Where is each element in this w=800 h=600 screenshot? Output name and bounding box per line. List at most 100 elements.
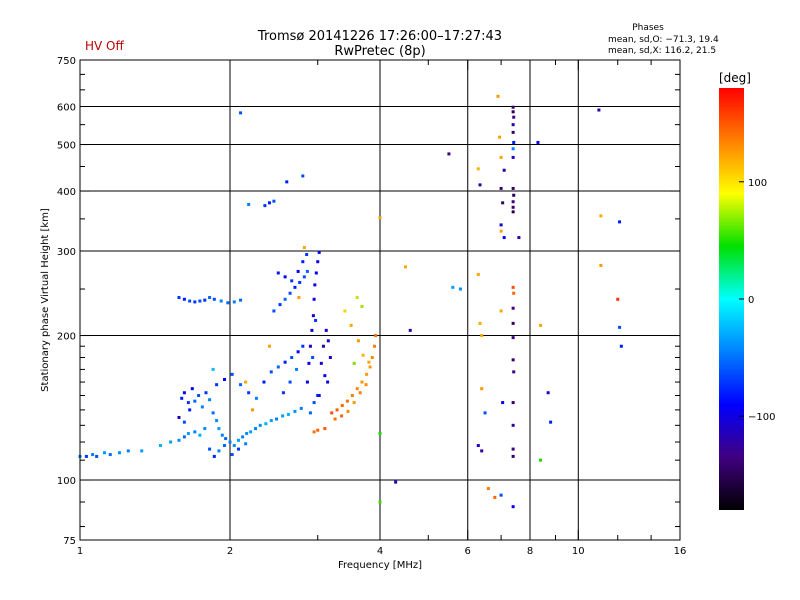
echo-point <box>140 449 144 453</box>
legend-o-stats: mean, sd,O: −71.3, 19.4 <box>608 35 719 45</box>
echo-point <box>288 380 292 384</box>
echo-point <box>511 285 515 289</box>
echo-point <box>236 438 240 442</box>
echo-point <box>182 435 186 439</box>
echo-point <box>290 279 294 283</box>
echo-point <box>358 391 362 395</box>
echo-point <box>499 223 503 227</box>
echo-point <box>483 411 487 415</box>
echo-point <box>295 367 299 371</box>
y-tick-label: 100 <box>57 476 76 487</box>
echo-point <box>511 505 515 509</box>
echo-point <box>512 193 516 197</box>
echo-point <box>365 372 369 376</box>
echo-point <box>367 360 371 364</box>
echo-point <box>511 447 515 451</box>
x-tick-label: 2 <box>227 546 233 557</box>
echo-point <box>193 430 197 434</box>
echo-point <box>223 444 227 448</box>
echo-point <box>103 451 107 455</box>
echo-point <box>197 394 201 398</box>
echo-point <box>326 380 330 384</box>
echo-point <box>493 495 497 499</box>
echo-point <box>502 168 506 172</box>
echo-point <box>208 447 212 451</box>
y-tick-label: 600 <box>57 103 76 114</box>
x-tick-label: 8 <box>527 546 533 557</box>
echo-point <box>249 430 253 434</box>
echo-point <box>305 269 309 273</box>
echo-point <box>245 432 249 436</box>
hv-off-status: HV Off <box>85 39 124 53</box>
echo-point <box>597 108 601 112</box>
echo-point <box>228 440 232 444</box>
echo-point <box>349 323 353 327</box>
echo-point <box>346 409 350 413</box>
x-tick-label: 1 <box>77 546 83 557</box>
echo-point <box>223 377 227 381</box>
echo-point <box>253 427 257 431</box>
legend-title: Phases <box>632 23 664 33</box>
echo-point <box>290 355 294 359</box>
echo-point <box>364 383 368 387</box>
echo-point <box>211 367 215 371</box>
echo-point <box>511 401 515 405</box>
echo-point <box>350 394 354 398</box>
echo-point <box>511 210 515 214</box>
echo-point <box>360 304 364 308</box>
echo-point <box>451 285 455 289</box>
echo-point <box>215 419 219 423</box>
echo-point <box>200 405 204 409</box>
echo-point <box>324 328 328 332</box>
echo-point <box>293 409 297 413</box>
echo-point <box>511 110 515 114</box>
colorbar-tick-label: 100 <box>748 178 767 189</box>
echo-point <box>501 201 505 205</box>
echo-point <box>517 236 521 240</box>
legend-x-stats: mean, sd,X: 116.2, 21.5 <box>608 46 716 56</box>
echo-point <box>311 355 315 359</box>
echo-point <box>317 250 321 254</box>
y-tick-label: 200 <box>57 332 76 343</box>
echo-point <box>368 365 372 369</box>
chart-subtitle: RwPretec (8p) <box>334 44 425 59</box>
echo-point <box>117 451 121 455</box>
echo-point <box>305 380 309 384</box>
echo-point <box>182 297 186 301</box>
echo-point <box>239 111 243 115</box>
echo-point <box>211 411 215 415</box>
echo-point <box>203 427 207 431</box>
y-axis-ticks: 75 100 200 300 400 500 600 750 <box>57 56 680 547</box>
echo-point <box>281 391 285 395</box>
echo-point <box>208 398 212 402</box>
y-tick-label: 400 <box>57 187 76 198</box>
echo-point <box>316 260 320 264</box>
echo-point <box>177 438 181 442</box>
echo-point <box>215 383 219 387</box>
echo-point <box>283 275 287 279</box>
echo-point <box>239 383 243 387</box>
echo-point <box>499 493 503 497</box>
echo-point <box>278 303 282 307</box>
x-tick-label: 10 <box>572 546 585 557</box>
echo-point <box>316 394 320 398</box>
echo-point <box>283 360 287 364</box>
echo-point <box>314 318 318 322</box>
x-tick-label: 6 <box>465 546 471 557</box>
echo-point <box>512 140 516 144</box>
echo-point <box>272 199 276 203</box>
echo-point <box>352 361 356 365</box>
echo-points <box>78 94 623 509</box>
echo-point <box>619 344 623 348</box>
echo-point <box>91 453 95 457</box>
echo-point <box>511 123 515 127</box>
echo-point <box>308 411 312 415</box>
echo-point <box>182 420 186 424</box>
echo-point <box>499 186 503 190</box>
echo-point <box>333 417 337 421</box>
echo-point <box>276 365 280 369</box>
echo-point <box>480 334 484 338</box>
echo-point <box>244 380 248 384</box>
echo-point <box>293 285 297 289</box>
